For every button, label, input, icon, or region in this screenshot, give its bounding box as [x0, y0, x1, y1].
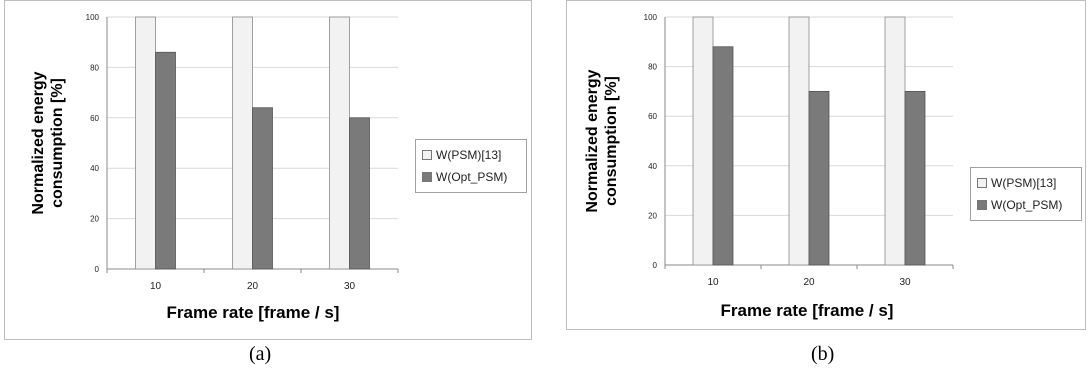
chart-b-bar-s2-10: [712, 46, 734, 266]
chart-b-bar-s1-20: [788, 16, 810, 266]
chart-a-bar-s1-20: [232, 16, 253, 270]
chart-b-ytick-label-2: 40: [648, 162, 657, 171]
chart-a-x-axis-label: Frame rate [frame / s]: [167, 303, 340, 322]
chart-a-legend-item-opt-psm: W(Opt_PSM): [422, 166, 520, 188]
chart-b-bar-s1-30: [884, 16, 906, 266]
chart-b-y-axis-label-line-2: consumption [%]: [603, 76, 620, 206]
chart-a-bar-s2-30: [349, 117, 370, 270]
chart-b-ytick-label-4: 80: [648, 63, 657, 72]
chart-b-xtick-label-30: 30: [899, 277, 911, 288]
chart-a-y-axis-label-line-2: consumption [%]: [49, 78, 66, 208]
chart-a-bar-s1-10: [135, 16, 156, 270]
chart-b-ytick-label-5: 100: [644, 13, 658, 22]
chart-b-x-axis-label: Frame rate [frame / s]: [721, 301, 894, 320]
chart-b-legend-label-psm: W(PSM)[13]: [991, 176, 1057, 190]
chart-a-legend-swatch-psm: [422, 150, 432, 160]
chart-b-legend-swatch-psm: [977, 178, 987, 188]
chart-a-ytick-label-4: 80: [90, 63, 99, 72]
chart-panel-b: 0 20 40 60 80 100 10 20 30 Frame rate [frame / s]…: [566, 0, 1086, 330]
chart-a-legend-label-opt-psm: W(Opt_PSM): [436, 170, 508, 184]
chart-b-ytick-label-3: 60: [648, 112, 657, 121]
chart-b-legend-label-opt-psm: W(Opt_PSM): [991, 198, 1063, 212]
chart-a-legend-label-psm: W(PSM)[13]: [436, 148, 502, 162]
chart-b-y-axis-label-line-1: Normalized energy: [584, 69, 601, 212]
chart-a-ytick-label-2: 40: [90, 164, 99, 173]
chart-b-legend-item-psm: W(PSM)[13]: [977, 172, 1075, 194]
chart-a-ytick-label-5: 100: [86, 13, 100, 22]
chart-a-plot: 0 20 40 60 80 100 10 20 30 Frame rate [frame / s]…: [30, 13, 399, 322]
chart-b-legend-item-opt-psm: W(Opt_PSM): [977, 194, 1075, 216]
chart-b-plot: 0 20 40 60 80 100 10 20 30 Frame rate [frame / s]…: [584, 13, 954, 320]
chart-b-bar-s2-20: [808, 91, 830, 266]
chart-a-y-axis-label-line-1: Normalized energy: [30, 71, 47, 214]
chart-b-legend-swatch-opt-psm: [977, 200, 987, 210]
chart-b-ytick-label-1: 20: [648, 211, 657, 220]
chart-a-ytick-label-3: 60: [90, 114, 99, 123]
chart-b-legend: W(PSM)[13] W(Opt_PSM): [970, 167, 1082, 221]
chart-a-xtick-label-10: 10: [150, 281, 162, 292]
chart-a-y-axis-label: Normalized energy consumption [%]: [30, 71, 66, 214]
chart-a-bar-s2-20: [252, 107, 273, 270]
chart-a-xtick-label-20: 20: [247, 281, 259, 292]
chart-a-bar-s2-10: [155, 51, 176, 270]
chart-b-y-axis-label: Normalized energy consumption [%]: [584, 69, 620, 212]
chart-b-xtick-label-20: 20: [803, 277, 815, 288]
chart-a-bar-s1-30: [329, 16, 350, 270]
chart-a-ytick-label-1: 20: [90, 215, 99, 224]
chart-a-legend-item-psm: W(PSM)[13]: [422, 144, 520, 166]
chart-b-bar-s2-30: [904, 91, 926, 266]
chart-b-xtick-label-10: 10: [707, 277, 719, 288]
chart-a-ytick-label-0: 0: [95, 265, 100, 274]
chart-b-ytick-label-0: 0: [653, 261, 658, 270]
chart-a-legend: W(PSM)[13] W(Opt_PSM): [415, 139, 527, 193]
chart-a-xtick-label-30: 30: [344, 281, 356, 292]
chart-b-bar-s1-10: [692, 16, 714, 266]
caption-a: (a): [249, 343, 272, 365]
chart-a-legend-swatch-opt-psm: [422, 172, 432, 182]
caption-b: (b): [811, 343, 835, 365]
chart-panel-a: 0 20 40 60 80 100 10 20 30 Frame rate [frame / s]…: [4, 0, 532, 340]
